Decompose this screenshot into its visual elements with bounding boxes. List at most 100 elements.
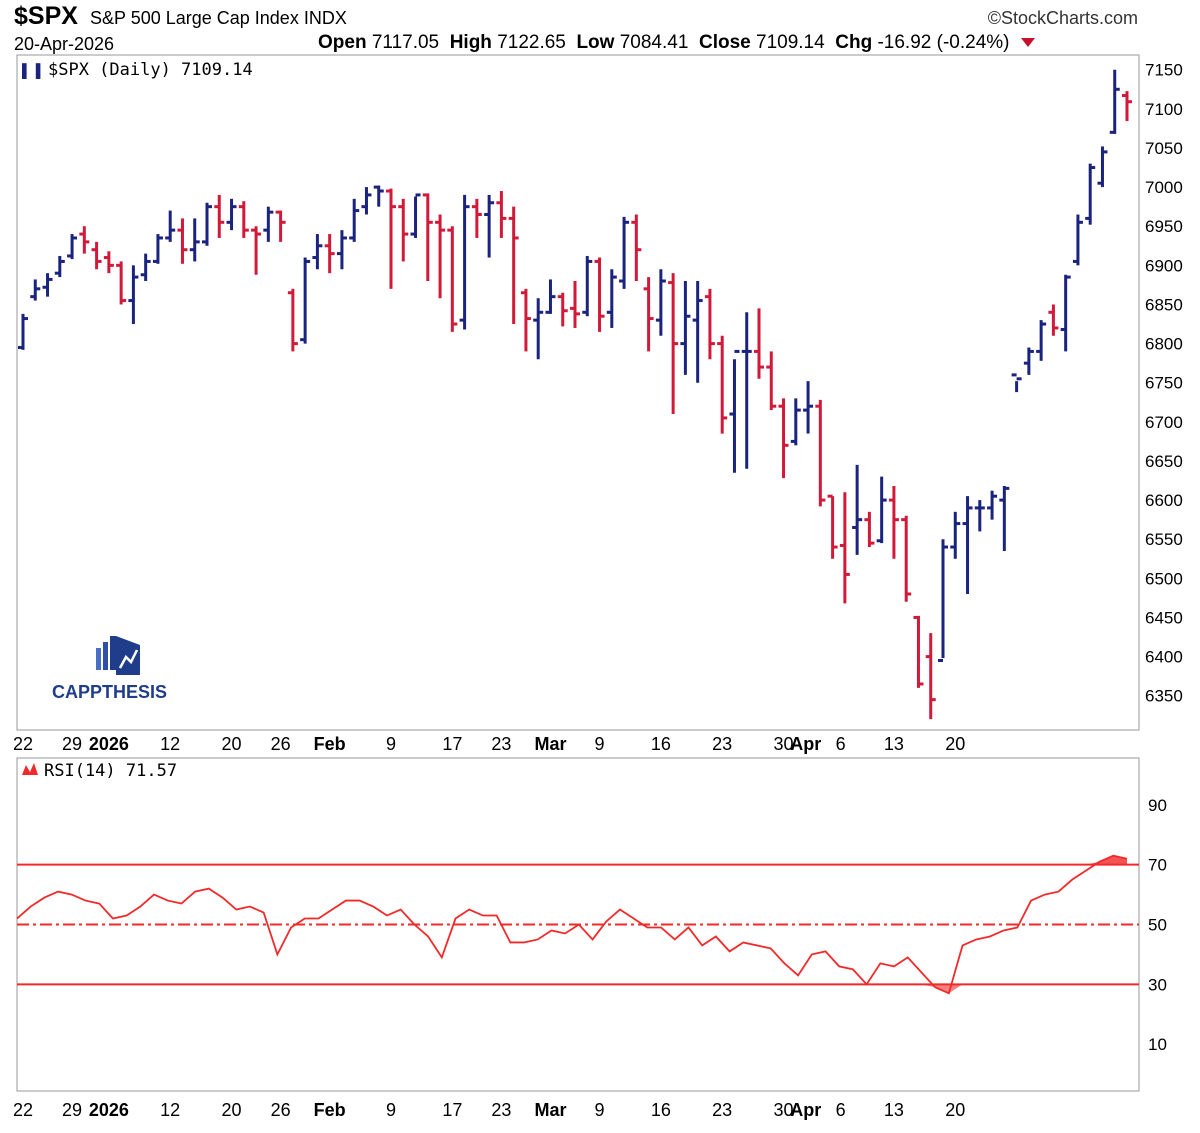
- ohlc-bar: [680, 281, 691, 375]
- ohlc-bar: [336, 230, 347, 270]
- price-y-tick-label: 6800: [1145, 335, 1183, 354]
- open-value: 7117.05: [371, 32, 440, 53]
- rsi-x-tick-label: 23: [491, 1100, 511, 1120]
- ohlc-bar: [901, 515, 912, 602]
- rsi-x-tick-label: 9: [386, 1100, 396, 1120]
- ohlc-bar: [1048, 304, 1059, 336]
- ohlc-bar: [447, 226, 458, 332]
- ohlc-bar: [643, 277, 654, 352]
- price-y-tick-label: 6850: [1145, 295, 1183, 314]
- ohlc-bar: [520, 288, 531, 352]
- price-y-tick-label: 7100: [1145, 100, 1183, 119]
- ohlc-bar: [987, 490, 998, 520]
- ohlc-bar: [864, 511, 875, 548]
- rsi-x-tick-label: 29: [62, 1100, 82, 1120]
- ohlc-bar: [962, 496, 973, 594]
- ohlc-bar: [410, 193, 421, 238]
- price-x-tick-label: 29: [62, 734, 82, 754]
- ohlc-bar: [484, 194, 495, 258]
- price-x-tick-label: 12: [160, 734, 180, 754]
- ohlc-bar: [287, 288, 298, 352]
- ohlc-bar: [888, 486, 899, 559]
- ohlc-bar: [1011, 373, 1022, 393]
- ohlc-bar: [324, 234, 335, 274]
- price-x-tick-label: 23: [712, 734, 732, 754]
- ohlc-bar: [91, 241, 102, 270]
- price-y-tick-label: 6400: [1145, 648, 1183, 667]
- ohlc-bar: [373, 185, 384, 207]
- ohlc-bar: [238, 201, 249, 238]
- rsi-x-tick-label: 30: [774, 1100, 794, 1120]
- close-value: 7109.14: [756, 32, 825, 53]
- high-value: 7122.65: [497, 32, 566, 53]
- price-x-tick-label: 20: [945, 734, 965, 754]
- ohlc-bar: [974, 500, 985, 532]
- ohlc-bar: [925, 633, 936, 720]
- rsi-oversold-area: [921, 984, 963, 994]
- rsi-x-tick-label: 23: [712, 1100, 732, 1120]
- price-y-tick-label: 6550: [1145, 530, 1183, 549]
- open-label: Open: [318, 32, 367, 53]
- ohlc-bar: [165, 210, 176, 242]
- price-y-tick-label: 7150: [1145, 61, 1183, 80]
- ohlc-bar: [152, 234, 163, 264]
- rsi-y-tick-label: 10: [1148, 1035, 1167, 1054]
- high-label: High: [449, 32, 492, 53]
- chg-label: Chg: [835, 32, 873, 53]
- ohlc-bar: [619, 216, 630, 289]
- ohlc-bar: [570, 281, 580, 328]
- ohlc-bar: [582, 255, 593, 317]
- rsi-x-tick-label: 2026: [89, 1100, 129, 1120]
- rsi-line: [16, 854, 1128, 995]
- rsi-y-tick-label: 50: [1148, 916, 1167, 935]
- price-y-tick-label: 7050: [1145, 139, 1183, 158]
- ohlc-bar: [177, 218, 188, 264]
- price-y-tick-label: 6500: [1145, 569, 1183, 588]
- price-x-tick-label: 30: [774, 734, 794, 754]
- price-x-tick-label: Apr: [790, 734, 821, 754]
- ohlc-bar: [459, 194, 470, 330]
- price-y-tick-label: 6650: [1145, 452, 1183, 471]
- rsi-legend-text: RSI(14) 71.57: [44, 761, 177, 781]
- ohlc-bar: [938, 539, 948, 662]
- price-y-tick-label: 6700: [1145, 413, 1183, 432]
- ohlc-bar: [189, 218, 200, 262]
- rsi-y-tick-label: 70: [1148, 856, 1167, 875]
- ohlc-bar: [1085, 163, 1096, 225]
- ohlc-bar: [361, 187, 372, 215]
- ohlc-bar: [876, 476, 887, 544]
- ohlc-bar: [778, 398, 789, 479]
- chg-value: -16.92 (-0.24%): [877, 32, 1010, 53]
- ohlc-bar: [422, 193, 433, 281]
- ohlc-bar: [128, 265, 139, 325]
- ohlc-bar: [655, 269, 666, 336]
- rsi-x-tick-label: Feb: [314, 1100, 346, 1120]
- ohlc-bar: [312, 234, 323, 270]
- rsi-x-tick-label: Apr: [790, 1100, 821, 1120]
- rsi-x-tick-label: 17: [442, 1100, 462, 1120]
- price-y-tick-label: 7000: [1145, 178, 1183, 197]
- down-arrow-icon: [1020, 38, 1035, 48]
- price-x-tick-label: 6: [836, 734, 846, 754]
- ohlc-bar: [103, 251, 114, 274]
- ohlc-bar: [999, 486, 1010, 551]
- ohlc-bar: [815, 399, 826, 507]
- ohlc-bar: [741, 312, 752, 469]
- ohlc-bar: [533, 298, 544, 360]
- ohlc-bar: [471, 198, 482, 238]
- ohlc-bar: [631, 214, 642, 281]
- rsi-x-tick-label: 20: [945, 1100, 965, 1120]
- ohlc-bar: [1122, 91, 1132, 122]
- price-x-tick-label: 9: [386, 734, 396, 754]
- ohlc-bar: [668, 273, 679, 415]
- price-x-tick-label: 16: [651, 734, 671, 754]
- price-x-tick-label: 22: [13, 734, 33, 754]
- price-y-tick-label: 6600: [1145, 491, 1183, 510]
- price-x-tick-label: 9: [595, 734, 605, 754]
- ohlc-bar: [852, 464, 863, 555]
- ohlc-bar: [18, 313, 28, 350]
- price-legend: ▌▐ $SPX (Daily) 7109.14: [22, 60, 253, 80]
- rsi-x-tick-label: 26: [271, 1100, 291, 1120]
- ohlc-bar: [950, 511, 961, 559]
